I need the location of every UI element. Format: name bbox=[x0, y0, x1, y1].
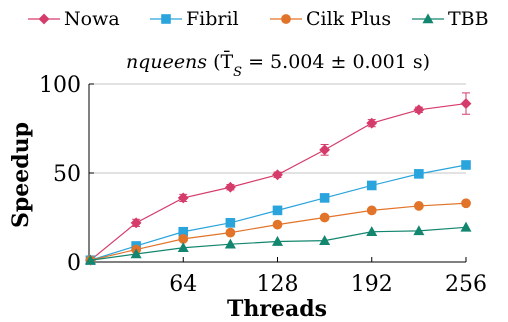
legend-entry-cilk-plus: Cilk Plus bbox=[270, 8, 391, 30]
data-point bbox=[366, 180, 377, 191]
y-tick-label-50: 50 bbox=[53, 162, 81, 187]
chart-title: nqueens (T̄S = 5.004 ± 0.001 s) bbox=[126, 50, 430, 80]
data-point bbox=[319, 144, 331, 156]
x-axis-title: Threads bbox=[227, 296, 327, 322]
data-point bbox=[319, 193, 330, 203]
data-point bbox=[413, 225, 425, 236]
data-point bbox=[225, 227, 236, 238]
legend-marker bbox=[422, 13, 434, 24]
data-point bbox=[272, 205, 283, 216]
data-point bbox=[319, 212, 330, 223]
data-point bbox=[130, 248, 142, 259]
series-line-0 bbox=[90, 102, 467, 261]
data-point bbox=[413, 201, 424, 211]
data-point bbox=[366, 226, 378, 237]
legend-label: Nowa bbox=[64, 8, 120, 30]
chart-title-name: nqueens bbox=[126, 51, 207, 73]
data-point bbox=[272, 219, 283, 230]
tick-labels: 64 128 192 256 0 50 100 bbox=[39, 73, 487, 297]
chart-title-stat: (T̄ bbox=[213, 50, 233, 73]
data-point bbox=[461, 160, 471, 170]
data-point bbox=[271, 235, 284, 246]
data-point bbox=[460, 98, 472, 110]
y-tick-label-100: 100 bbox=[39, 73, 81, 98]
data-point bbox=[460, 221, 472, 232]
data-point bbox=[177, 192, 189, 204]
data-point bbox=[413, 104, 425, 116]
data-point bbox=[366, 205, 377, 216]
axes bbox=[88, 83, 467, 263]
data-point bbox=[366, 117, 378, 129]
x-tick-label-64: 64 bbox=[169, 272, 197, 297]
data-point bbox=[414, 169, 424, 179]
y-axis-title: Speedup bbox=[8, 122, 34, 228]
data-point bbox=[224, 238, 236, 249]
x-tick-label-192: 192 bbox=[351, 272, 393, 297]
data-point bbox=[130, 217, 142, 229]
legend-entry-tbb: TBB bbox=[412, 8, 489, 30]
data-point bbox=[461, 198, 471, 209]
series-tbb bbox=[84, 221, 472, 265]
legend-entry-nowa: Nowa bbox=[28, 8, 120, 30]
legend-entry-fibril: Fibril bbox=[150, 8, 239, 30]
legend-label: Fibril bbox=[186, 8, 239, 30]
data-point bbox=[224, 181, 236, 193]
legend-label: Cilk Plus bbox=[306, 8, 391, 30]
legend-marker bbox=[38, 13, 50, 25]
legend-marker bbox=[161, 14, 171, 24]
data-point bbox=[225, 218, 236, 228]
x-tick-label-256: 256 bbox=[445, 272, 487, 297]
series-nowa bbox=[85, 92, 472, 266]
data-point bbox=[178, 233, 189, 244]
legend-label: TBB bbox=[448, 8, 489, 30]
legend: Nowa Fibril Cilk Plus TBB bbox=[28, 8, 489, 30]
data-point bbox=[272, 169, 283, 181]
data-point bbox=[319, 235, 331, 245]
data-point bbox=[84, 254, 96, 265]
x-tick-label-128: 128 bbox=[257, 272, 299, 297]
series-group bbox=[84, 92, 472, 266]
legend-marker bbox=[281, 14, 291, 24]
y-tick-label-0: 0 bbox=[67, 251, 81, 276]
chart-title-value: = 5.004 ± 0.001 s) bbox=[242, 51, 430, 73]
data-point bbox=[177, 242, 189, 253]
chart-title-sub: S bbox=[233, 65, 242, 80]
